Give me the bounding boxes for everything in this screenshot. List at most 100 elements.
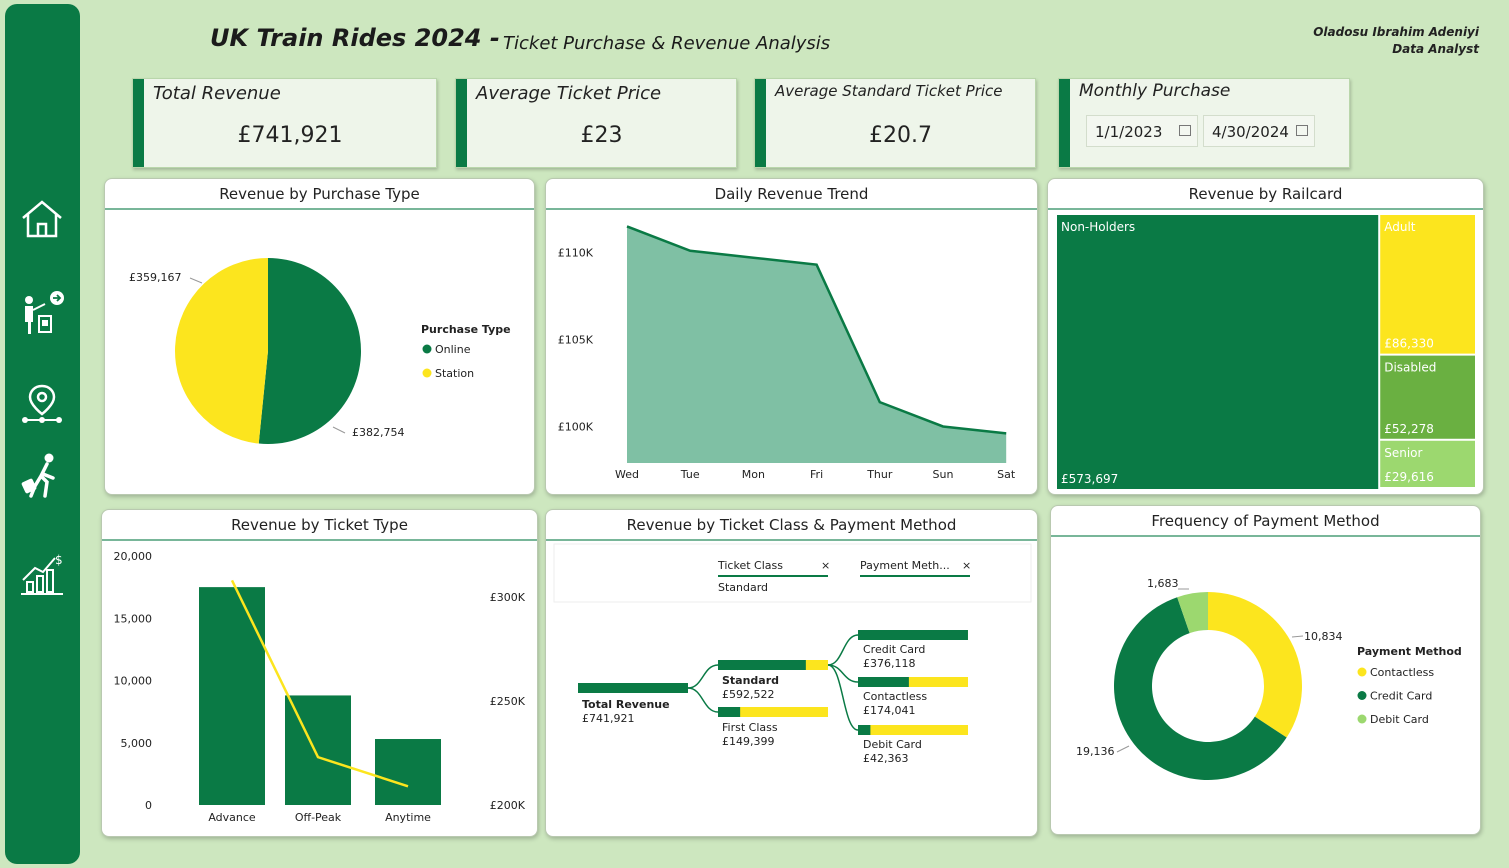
treemap-tile-senior — [1380, 440, 1475, 487]
treemap-tile-disabled — [1380, 355, 1475, 439]
kpi-value: £23 — [580, 123, 623, 148]
calendar-icon[interactable] — [1296, 125, 1308, 136]
decomp-bar-track — [858, 677, 968, 687]
x-tick-label: Mon — [742, 468, 765, 481]
end-date-value: 4/30/2024 — [1212, 123, 1289, 141]
data-label-leader — [1291, 635, 1304, 638]
ticket-type-combo-chart: 20,000 15,000 10,000 5,000 0 £300K £250K £200K A… — [114, 550, 526, 824]
treemap-tile-adult — [1380, 215, 1475, 354]
area-fill — [627, 226, 1007, 463]
legend-item: Station — [435, 367, 474, 380]
decomp-header-ticket-class: Ticket Class — [717, 559, 783, 572]
data-label-leader — [1116, 745, 1130, 753]
y-right-tick-label: £300K — [490, 591, 526, 604]
card-title: Revenue by Ticket Class & Payment Method — [626, 516, 957, 534]
decomp-header-payment: Payment Meth... — [860, 559, 950, 572]
y-right-tick-label: £250K — [490, 695, 526, 708]
decomp-bar-credit-card — [858, 630, 968, 640]
donut-slice-contactless — [1208, 592, 1302, 738]
data-label: 10,834 — [1304, 630, 1343, 643]
card-divider — [546, 208, 1037, 210]
y-right-tick-label: £200K — [490, 799, 526, 812]
kpi-average-standard-price: Average Standard Ticket Price £20.7 — [754, 78, 1036, 168]
card-title: Revenue by Ticket Type — [231, 516, 408, 534]
decomp-connector — [687, 664, 719, 689]
page-subtitle: Ticket Purchase & Revenue Analysis — [503, 33, 831, 54]
decomp-bar-standard — [718, 660, 806, 670]
treemap-tile-name: Disabled — [1384, 361, 1436, 375]
kpi-value: £20.7 — [869, 123, 932, 148]
card-title: Daily Revenue Trend — [714, 185, 869, 203]
decomp-header-close-icon: × — [821, 559, 830, 572]
donut-slice-credit-card — [1114, 597, 1287, 780]
legend-marker — [422, 368, 432, 378]
y-left-tick-label: 0 — [145, 799, 152, 812]
kpi-accent-bar — [133, 79, 144, 167]
y-left-tick-label: 5,000 — [121, 737, 153, 750]
legend-title: Purchase Type — [421, 323, 511, 336]
x-tick-label: Sat — [997, 468, 1016, 481]
kpi-value: £741,921 — [237, 123, 343, 148]
series-line — [626, 225, 1007, 435]
x-tick-label: Advance — [208, 811, 256, 824]
decomposition-tree: Ticket Class × Standard Payment Meth... × Tot… — [553, 543, 1032, 765]
treemap-tile-name: Senior — [1384, 446, 1422, 460]
card-railcard: Revenue by Railcard Non-Holders £573,697 A… — [1047, 178, 1484, 495]
payment-frequency-donut-chart: 10,834 19,136 1,683 Payment Method Contactle… — [1076, 577, 1462, 780]
card-daily-trend: Daily Revenue Trend £110K £105K £100K Wed Tu… — [545, 178, 1038, 495]
passenger-luggage-icon[interactable] — [19, 452, 65, 498]
bar-advance — [199, 587, 265, 805]
traveler-icon[interactable] — [19, 290, 65, 336]
svg-text:$: $ — [55, 553, 63, 567]
card-divider — [102, 539, 537, 541]
data-label-leader — [332, 426, 346, 434]
decomp-connector — [827, 664, 859, 731]
end-date-input[interactable]: 4/30/2024 — [1203, 115, 1315, 147]
decomp-node-value: £174,041 — [863, 704, 916, 717]
y-left-tick-label: 15,000 — [114, 612, 153, 625]
revenue-chart-icon[interactable]: $ — [19, 550, 65, 596]
start-date-input[interactable]: 1/1/2023 — [1086, 115, 1198, 147]
legend-item: Online — [435, 343, 471, 356]
data-label: £359,167 — [129, 271, 182, 284]
treemap-tile-value: £52,278 — [1384, 422, 1434, 436]
card-title: Revenue by Purchase Type — [219, 185, 420, 203]
x-tick-label: Off-Peak — [295, 811, 342, 824]
data-label: 1,683 — [1147, 577, 1179, 590]
home-icon[interactable] — [19, 196, 65, 242]
kpi-total-revenue: Total Revenue £741,921 — [132, 78, 437, 168]
decomp-bar-track — [858, 725, 968, 735]
calendar-icon[interactable] — [1179, 125, 1191, 136]
x-tick-label: Anytime — [385, 811, 431, 824]
y-tick-label: £110K — [558, 246, 594, 259]
card-divider — [546, 539, 1037, 541]
card-payment-frequency: Frequency of Payment Method 10,834 19,136… — [1050, 505, 1481, 835]
x-tick-label: Fri — [810, 468, 823, 481]
author-role: Data Analyst — [1392, 42, 1479, 56]
decomp-node-value: £42,363 — [863, 752, 909, 765]
y-tick-label: £105K — [558, 333, 594, 346]
treemap-tile-name: Non-Holders — [1061, 220, 1135, 234]
card-purchase-type: Revenue by Purchase Type £382,754 £359,16… — [104, 178, 535, 495]
kpi-label: Total Revenue — [153, 83, 281, 104]
purchase-type-pie-chart: £382,754 £359,167 Purchase Type Online Stati… — [129, 258, 511, 444]
legend-marker — [422, 344, 432, 354]
decomp-bar-contactless — [858, 677, 909, 687]
legend-marker — [1357, 714, 1367, 724]
decomp-node-value: £376,118 — [863, 657, 916, 670]
y-tick-label: £100K — [558, 420, 594, 433]
decomp-header-close-icon: × — [962, 559, 971, 572]
card-decomposition: Revenue by Ticket Class & Payment Method… — [545, 509, 1038, 837]
daily-trend-area-chart: £110K £105K £100K Wed Tue Mon Fri Thur Sun Sat — [558, 225, 1016, 481]
y-left-tick-label: 10,000 — [114, 675, 153, 688]
legend-item: Contactless — [1370, 666, 1434, 679]
donut-slice-debit-card — [1177, 592, 1208, 634]
x-tick-label: Tue — [680, 468, 700, 481]
data-label: 19,136 — [1076, 745, 1115, 758]
card-title: Frequency of Payment Method — [1151, 512, 1380, 530]
decomp-header-ticket-class-value: Standard — [718, 581, 768, 594]
kpi-label: Monthly Purchase — [1079, 81, 1231, 101]
y-left-tick-label: 20,000 — [114, 550, 153, 563]
decomp-header-area — [553, 543, 1032, 603]
route-icon[interactable] — [19, 382, 65, 428]
